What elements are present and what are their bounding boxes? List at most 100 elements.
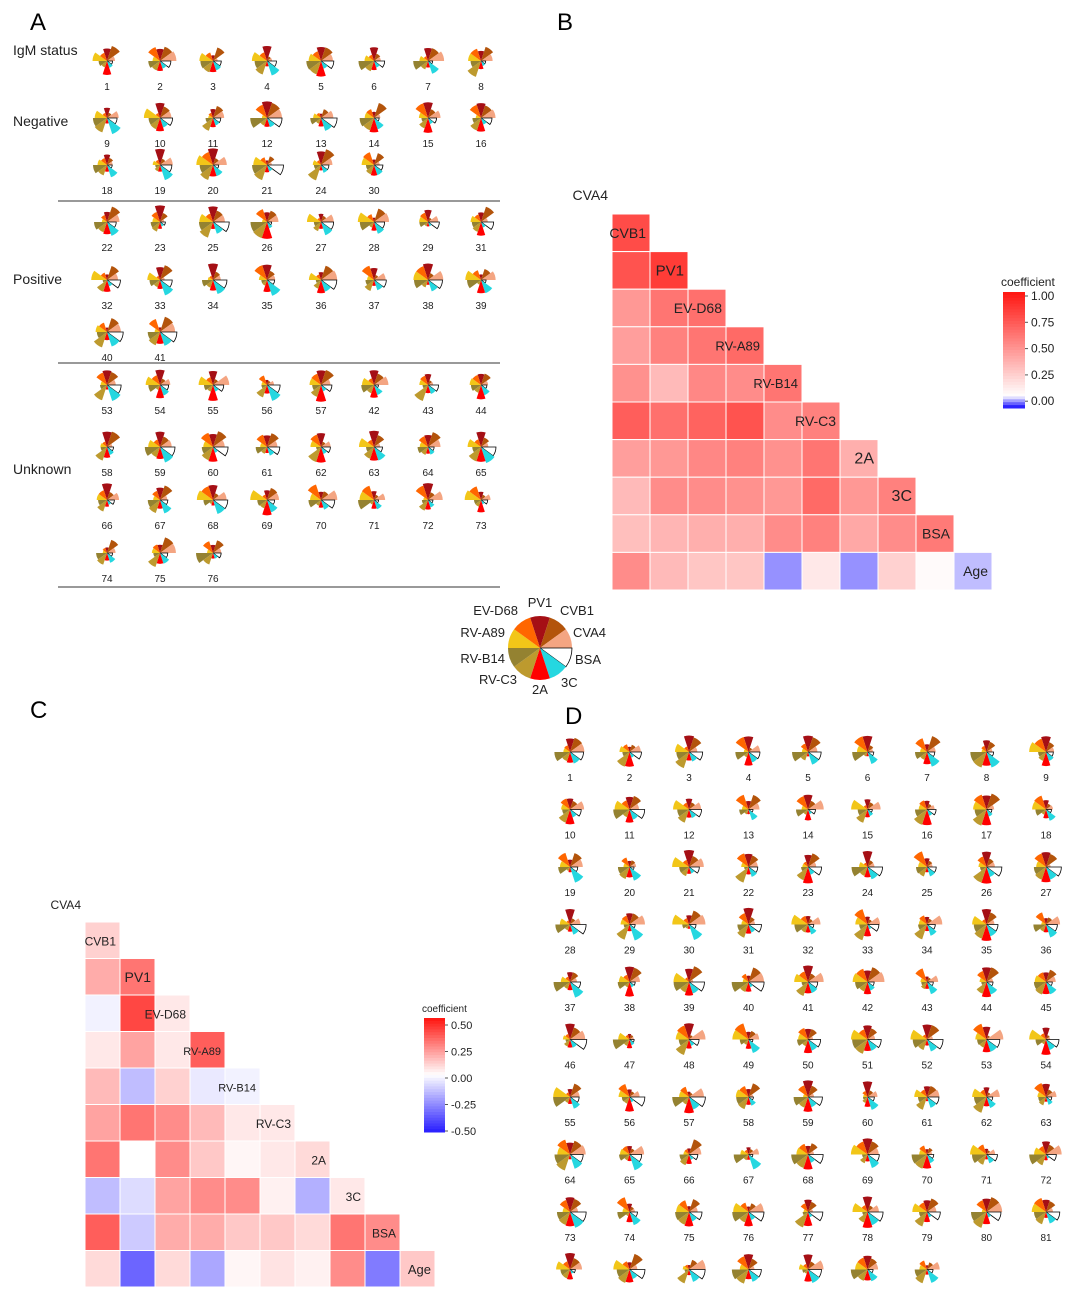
key-label: BSA: [575, 652, 601, 667]
glyph-petal-3c: [428, 61, 439, 74]
glyph-id-label: 56: [624, 1118, 636, 1129]
legend-gradient-step: [424, 1126, 445, 1129]
heatmap-variable-label: EV-D68: [145, 1007, 187, 1021]
glyph-id-label: 65: [475, 468, 487, 479]
heatmap-cell: [155, 1068, 190, 1105]
legend-gradient-step: [1003, 324, 1025, 327]
panel-d-glyph: 72: [1029, 1141, 1061, 1186]
panel-a-glyph: 70: [308, 485, 337, 532]
panel-d-glyph: 57: [672, 1087, 705, 1129]
panel-a-glyph: 38: [413, 264, 443, 312]
glyph-id-label: 15: [422, 139, 434, 150]
glyph-id-label: 4: [264, 82, 270, 93]
panel-d-glyph: 46: [563, 1024, 587, 1072]
panel-a-group-label: Negative: [13, 113, 68, 129]
legend-gradient-step: [1003, 379, 1025, 382]
legend-gradient-step: [424, 1092, 445, 1095]
panel-d-glyph: 62: [972, 1087, 1000, 1129]
glyph-id-label: 4: [746, 773, 752, 784]
glyph-id-label: 5: [805, 773, 811, 784]
legend-gradient-step: [1003, 336, 1025, 339]
heatmap-cell: [688, 402, 726, 440]
glyph-id-label: 27: [315, 243, 327, 254]
heatmap-cell: [120, 1068, 155, 1105]
heatmap-variable-label: BSA: [922, 526, 951, 542]
glyph-petal-rv-c3: [677, 1270, 689, 1284]
glyph-id-label: 64: [422, 468, 434, 479]
glyph-id-label: 7: [425, 82, 431, 93]
glyph-petal-3c: [749, 1155, 762, 1170]
glyph-id-label: 10: [564, 831, 576, 842]
glyph-id-label: 11: [624, 831, 635, 842]
panel-d-glyph: 44: [977, 967, 999, 1014]
glyph-id-label: 71: [368, 521, 380, 532]
heatmap-cell: [688, 477, 726, 515]
panel-d-glyph: 32: [791, 915, 820, 957]
glyph-id-label: 36: [1040, 946, 1052, 957]
panel-d-glyph: 11: [613, 796, 644, 842]
heatmap-cell: [612, 402, 650, 440]
panel-a-glyph: 6: [358, 47, 384, 93]
glyph-id-label: 59: [802, 1118, 814, 1129]
panel-a-glyph: 43: [414, 374, 438, 417]
legend-gradient-step: [1003, 347, 1025, 350]
legend-gradient-step: [1003, 298, 1025, 301]
glyph-id-label: 60: [207, 468, 219, 479]
legend-tick-label: -0.50: [451, 1126, 476, 1138]
glyph-id-label: 57: [315, 406, 327, 417]
glyph-id-label: 14: [802, 831, 814, 842]
legend-title: coefficient: [1001, 275, 1055, 289]
heatmap-variable-label: CVA4: [572, 187, 608, 203]
legend-gradient-step: [424, 1095, 445, 1098]
heatmap-variable-label: 3C: [346, 1190, 362, 1204]
panel-d-glyph: 71: [970, 1144, 997, 1186]
panel-d-glyph: 25: [914, 851, 937, 899]
panel-d-glyph: 56: [618, 1084, 644, 1129]
heatmap-cell: [225, 1141, 260, 1178]
legend-gradient-step: [1003, 405, 1025, 408]
legend-gradient-step: [1003, 399, 1025, 402]
heatmap-variable-label: RV-A89: [183, 1046, 221, 1058]
glyph-id-label: 37: [368, 301, 380, 312]
legend-gradient-step: [424, 1075, 445, 1078]
legend-gradient-step: [424, 1115, 445, 1118]
heatmap-cell: [85, 1032, 120, 1069]
panel-d-glyph-grid: 1 2 3 4 5 6 7 8 910 11 12 13 14 15 16 17 1819 20 21 22 23 24 2…: [553, 736, 1062, 1291]
glyph-petal-3c: [630, 925, 644, 941]
panel-d-glyph: 69: [851, 1138, 879, 1186]
legend-gradient-step: [1003, 382, 1025, 385]
panel-a-glyph: 13: [310, 109, 337, 150]
glyph-id-label: 12: [261, 139, 273, 150]
panel-a-glyph: 57: [310, 370, 334, 417]
panel-d-glyph: 10: [559, 799, 584, 842]
heatmap-cell: [190, 1214, 225, 1251]
legend-gradient-step: [1003, 301, 1025, 304]
heatmap-variable-label: CVB1: [85, 934, 117, 948]
heatmap-cell: [295, 1214, 330, 1251]
legend-gradient-step: [1003, 376, 1025, 379]
glyph-id-label: 32: [802, 946, 814, 957]
panel-a-glyph: 7: [413, 48, 444, 93]
heatmap-variable-label: 2A: [311, 1153, 326, 1167]
heatmap-cell: [120, 1105, 155, 1142]
heatmap-cell: [190, 1251, 225, 1288]
glyph-id-label: 65: [624, 1176, 636, 1187]
glyph-id-label: 56: [261, 406, 273, 417]
panel-a-glyph: 24: [308, 149, 334, 197]
key-label: CVB1: [560, 603, 594, 618]
glyph-id-label: 42: [862, 1003, 874, 1014]
glyph-id-label: 74: [624, 1233, 636, 1244]
glyph-id-label: 55: [207, 406, 219, 417]
glyph-id-label: 3: [686, 773, 692, 784]
heatmap-variable-label: CVB1: [609, 225, 646, 241]
glyph-id-label: 66: [683, 1176, 695, 1187]
glyph-id-label: 66: [101, 521, 113, 532]
glyph-id-label: 67: [154, 521, 166, 532]
legend-gradient-step: [1003, 385, 1025, 388]
heatmap-cell: [120, 1251, 155, 1288]
glyph-id-label: 3: [210, 82, 216, 93]
glyph-id-label: 76: [743, 1233, 755, 1244]
panel-a-glyph: 35: [254, 265, 280, 312]
key-label: RV-C3: [479, 672, 517, 687]
heatmap-cell: [120, 1141, 155, 1178]
